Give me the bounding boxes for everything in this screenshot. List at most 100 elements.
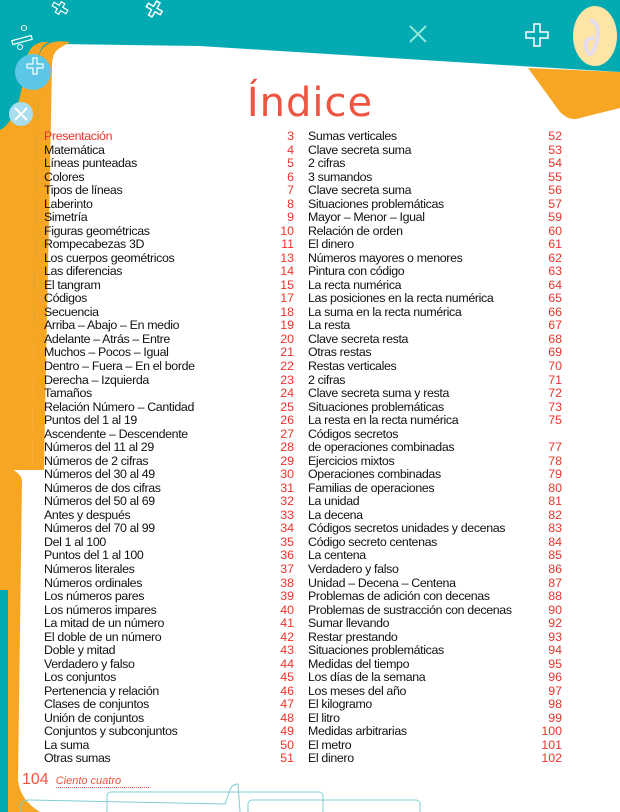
index-entry: Situaciones problemáticas 94: [308, 644, 562, 658]
entry-title: Código secreto centenas: [308, 534, 438, 549]
index-entry: Ascendente – Descendente 27: [44, 427, 294, 442]
entry-page: 46: [280, 683, 294, 698]
index-entry: El kilogramo 98: [308, 698, 562, 712]
entry-page: 49: [280, 724, 294, 739]
entry-title: La suma: [44, 737, 90, 752]
entry-title: Clave secreta resta: [308, 331, 409, 346]
entry-page: 28: [280, 440, 294, 455]
entry-title: Medidas arbitrarias: [308, 724, 407, 739]
entry-page: 102: [541, 751, 562, 766]
index-entry: Otras sumas 51: [44, 752, 294, 766]
index-entry: El dinero 61: [308, 238, 562, 252]
index-entry: Números del 50 al 69 32: [44, 495, 294, 509]
index-entry: Los números pares 39: [44, 589, 294, 604]
index-entry: Tipos de líneas 7: [44, 184, 294, 198]
entry-page: 98: [548, 697, 562, 712]
index-entry: Medidas arbitrarias 100: [308, 725, 562, 739]
entry-page: 64: [548, 277, 562, 292]
index-entry: Muchos – Pocos – Igual 21: [44, 345, 294, 361]
entry-page: 20: [280, 331, 294, 346]
entry-page: 83: [548, 521, 562, 536]
entry-page: 60: [548, 223, 562, 238]
entry-page: 29: [280, 453, 294, 468]
entry-title: Figuras geométricas: [44, 223, 150, 238]
entry-title: El dinero: [308, 237, 354, 252]
index-entry: Números del 30 al 49 30: [44, 468, 294, 482]
index-entry: La mitad de un número 41: [44, 617, 294, 631]
entry-page: 45: [280, 670, 294, 685]
entry-page: 11: [281, 237, 294, 252]
index-entry: Colores 6: [44, 169, 294, 185]
entry-page: 72: [548, 386, 562, 401]
times-icon: [409, 25, 427, 43]
entry-title: Pintura con código: [308, 264, 405, 279]
entry-title: Otras sumas: [44, 751, 111, 766]
entry-page: 82: [548, 507, 562, 522]
entry-title: Rompecabezas 3D: [44, 237, 145, 252]
entry-page: 80: [548, 480, 562, 495]
entry-page: 22: [280, 359, 294, 374]
entry-title: Arriba – Abajo – En medio: [44, 318, 180, 333]
entry-title: 2 cifras: [308, 372, 346, 387]
entry-title: Muchos – Pocos – Igual: [44, 345, 169, 360]
entry-title: Unión de conjuntos: [44, 710, 144, 725]
index-entry: Problemas de sustracción con decenas 90: [308, 603, 562, 618]
entry-title: Clave secreta suma y resta: [308, 386, 450, 401]
entry-page: 40: [280, 602, 294, 617]
index-entry: Otras restas 69: [308, 345, 562, 361]
index-entry: Sumar llevando 92: [308, 617, 562, 631]
page-number-words: Ciento cuatro: [55, 775, 150, 788]
index-entry: Puntos del 1 al 100 36: [44, 549, 294, 563]
entry-page: 75: [548, 413, 562, 428]
entry-page: 69: [548, 345, 562, 360]
entry-title: El dinero: [308, 751, 354, 766]
entry-title: Restar prestando: [308, 629, 398, 644]
entry-title: Verdadero y falso: [44, 656, 135, 671]
entry-page: 21: [280, 345, 294, 360]
page-number: 104: [22, 771, 49, 788]
index-entry: Restar prestando 93: [308, 629, 562, 645]
index-entry: Números ordinales 38: [44, 576, 294, 591]
entry-page: 24: [280, 386, 294, 401]
entry-page: 67: [548, 318, 562, 333]
entry-title: Sumar llevando: [308, 616, 390, 631]
index-entry: Números de dos cifras 31: [44, 481, 294, 496]
entry-title: Mayor – Menor – Igual: [308, 210, 425, 225]
plus-icon: [525, 23, 549, 47]
index-entry: Unión de conjuntos 48: [44, 710, 294, 726]
index-entry: Relación Número – Cantidad 25: [44, 400, 294, 415]
entry-page: 96: [548, 670, 562, 685]
entry-title: Los conjuntos: [44, 670, 116, 685]
index-entry: Adelante – Atrás – Entre 20: [44, 331, 294, 347]
index-entry: Códigos secretos de operaciones combinad…: [308, 427, 562, 455]
entry-title: Líneas punteadas: [44, 156, 137, 171]
entry-page: 6: [287, 169, 294, 184]
entry-title: Clases de conjuntos: [44, 697, 149, 712]
index-entry: Las posiciones en la recta numérica 65: [308, 292, 562, 306]
entry-title: Presentación: [44, 128, 113, 143]
entry-title: Dentro – Fuera – En el borde: [44, 359, 195, 374]
entry-page: 79: [548, 467, 562, 482]
index-entry: Relación de orden 60: [308, 223, 562, 239]
entry-page: 57: [548, 196, 562, 211]
entry-title: Números del 11 al 29: [44, 440, 154, 455]
entry-title: Las posiciones en la recta numérica: [308, 291, 494, 306]
index-entry: La decena 82: [308, 507, 562, 523]
entry-page: 26: [280, 413, 294, 428]
index-entry: Números literales 37: [44, 562, 294, 577]
entry-title: Antes y después: [44, 507, 131, 522]
entry-page: 7: [287, 183, 294, 198]
entry-title: Códigos: [44, 291, 88, 306]
entry-title: La resta: [308, 318, 350, 333]
entry-page: 5: [287, 156, 294, 171]
entry-page: 68: [548, 331, 562, 346]
entry-title: Restas verticales: [308, 359, 397, 374]
index-entry: Conjuntos y subconjuntos 49: [44, 725, 294, 739]
index-entry: Derecha – Izquierda 23: [44, 373, 294, 388]
entry-title: La unidad: [308, 494, 360, 509]
plus-icon: [51, 0, 69, 16]
index-entry: Del 1 al 100 35: [44, 535, 294, 550]
page-footer: 104 Ciento cuatro: [22, 771, 150, 789]
plus-icon: [145, 0, 164, 18]
